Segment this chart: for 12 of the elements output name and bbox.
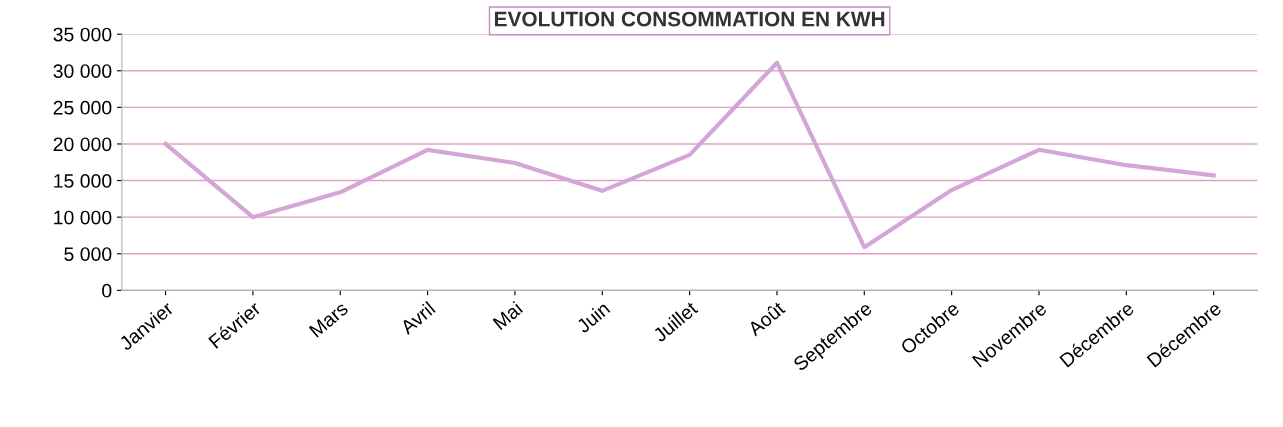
y-tick-label: 30 000 xyxy=(53,64,112,78)
y-tick-label: 20 000 xyxy=(53,137,112,152)
x-tick-label: Mai xyxy=(492,300,524,331)
x-tick-label: Juin xyxy=(575,300,611,334)
y-tick-label: 25 000 xyxy=(53,100,112,115)
line-series xyxy=(163,60,1216,250)
y-tick-label: 35 000 xyxy=(53,27,112,42)
y-tick-label: 10 000 xyxy=(54,210,112,225)
y-tick-label: 0 xyxy=(102,283,112,298)
y-tick-label: 5 000 xyxy=(64,247,112,261)
chart-title: EVOLUTION CONSOMMATION EN KWH xyxy=(495,11,885,27)
y-tick-label: 15 000 xyxy=(54,174,112,188)
